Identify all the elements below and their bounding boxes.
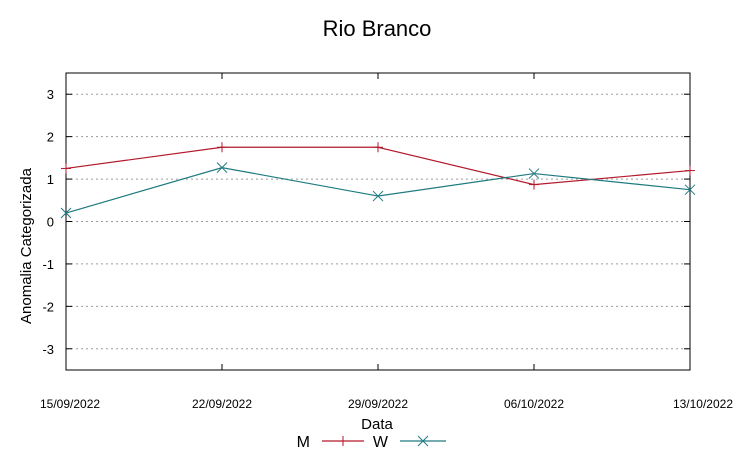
y-tick-label: -2: [42, 299, 54, 314]
legend-label: M: [297, 434, 310, 451]
data-point: [372, 190, 384, 202]
grid-lines: [66, 93, 690, 350]
x-tick-label: 13/10/2022: [673, 397, 733, 411]
y-tick-label: -1: [42, 257, 54, 272]
data-point: [528, 168, 540, 179]
data-point: [684, 184, 696, 196]
series-group: [60, 142, 696, 219]
x-tick-label: 22/09/2022: [192, 397, 252, 411]
legend-marker: [417, 435, 429, 447]
data-point: [216, 162, 228, 173]
legend-entry: M: [297, 434, 364, 451]
data-point: [60, 207, 72, 219]
y-axis-ticks: 3 2 1 0 -1 -2 -3: [42, 87, 690, 357]
y-tick-label: 1: [47, 172, 54, 187]
series-w: [60, 162, 696, 219]
series-line: [65, 167, 691, 214]
x-tick-label: 29/09/2022: [348, 397, 408, 411]
x-axis-ticks: 15/09/2022 22/09/2022 29/09/2022 06/10/2022…: [40, 73, 733, 411]
x-tick-label: 15/09/2022: [40, 397, 100, 411]
chart-title: Rio Branco: [323, 16, 432, 41]
y-tick-label: 2: [47, 130, 54, 145]
legend-label: W: [373, 434, 389, 451]
y-axis-label: Anomalia Categorizada: [18, 167, 35, 324]
series-m: [61, 142, 695, 190]
y-tick-label: 3: [47, 87, 54, 102]
y-tick-label: -3: [42, 342, 54, 357]
legend-entry: W: [373, 434, 446, 451]
x-axis-label: Data: [361, 416, 393, 433]
y-tick-label: 0: [47, 215, 54, 230]
x-tick-label: 06/10/2022: [504, 397, 564, 411]
